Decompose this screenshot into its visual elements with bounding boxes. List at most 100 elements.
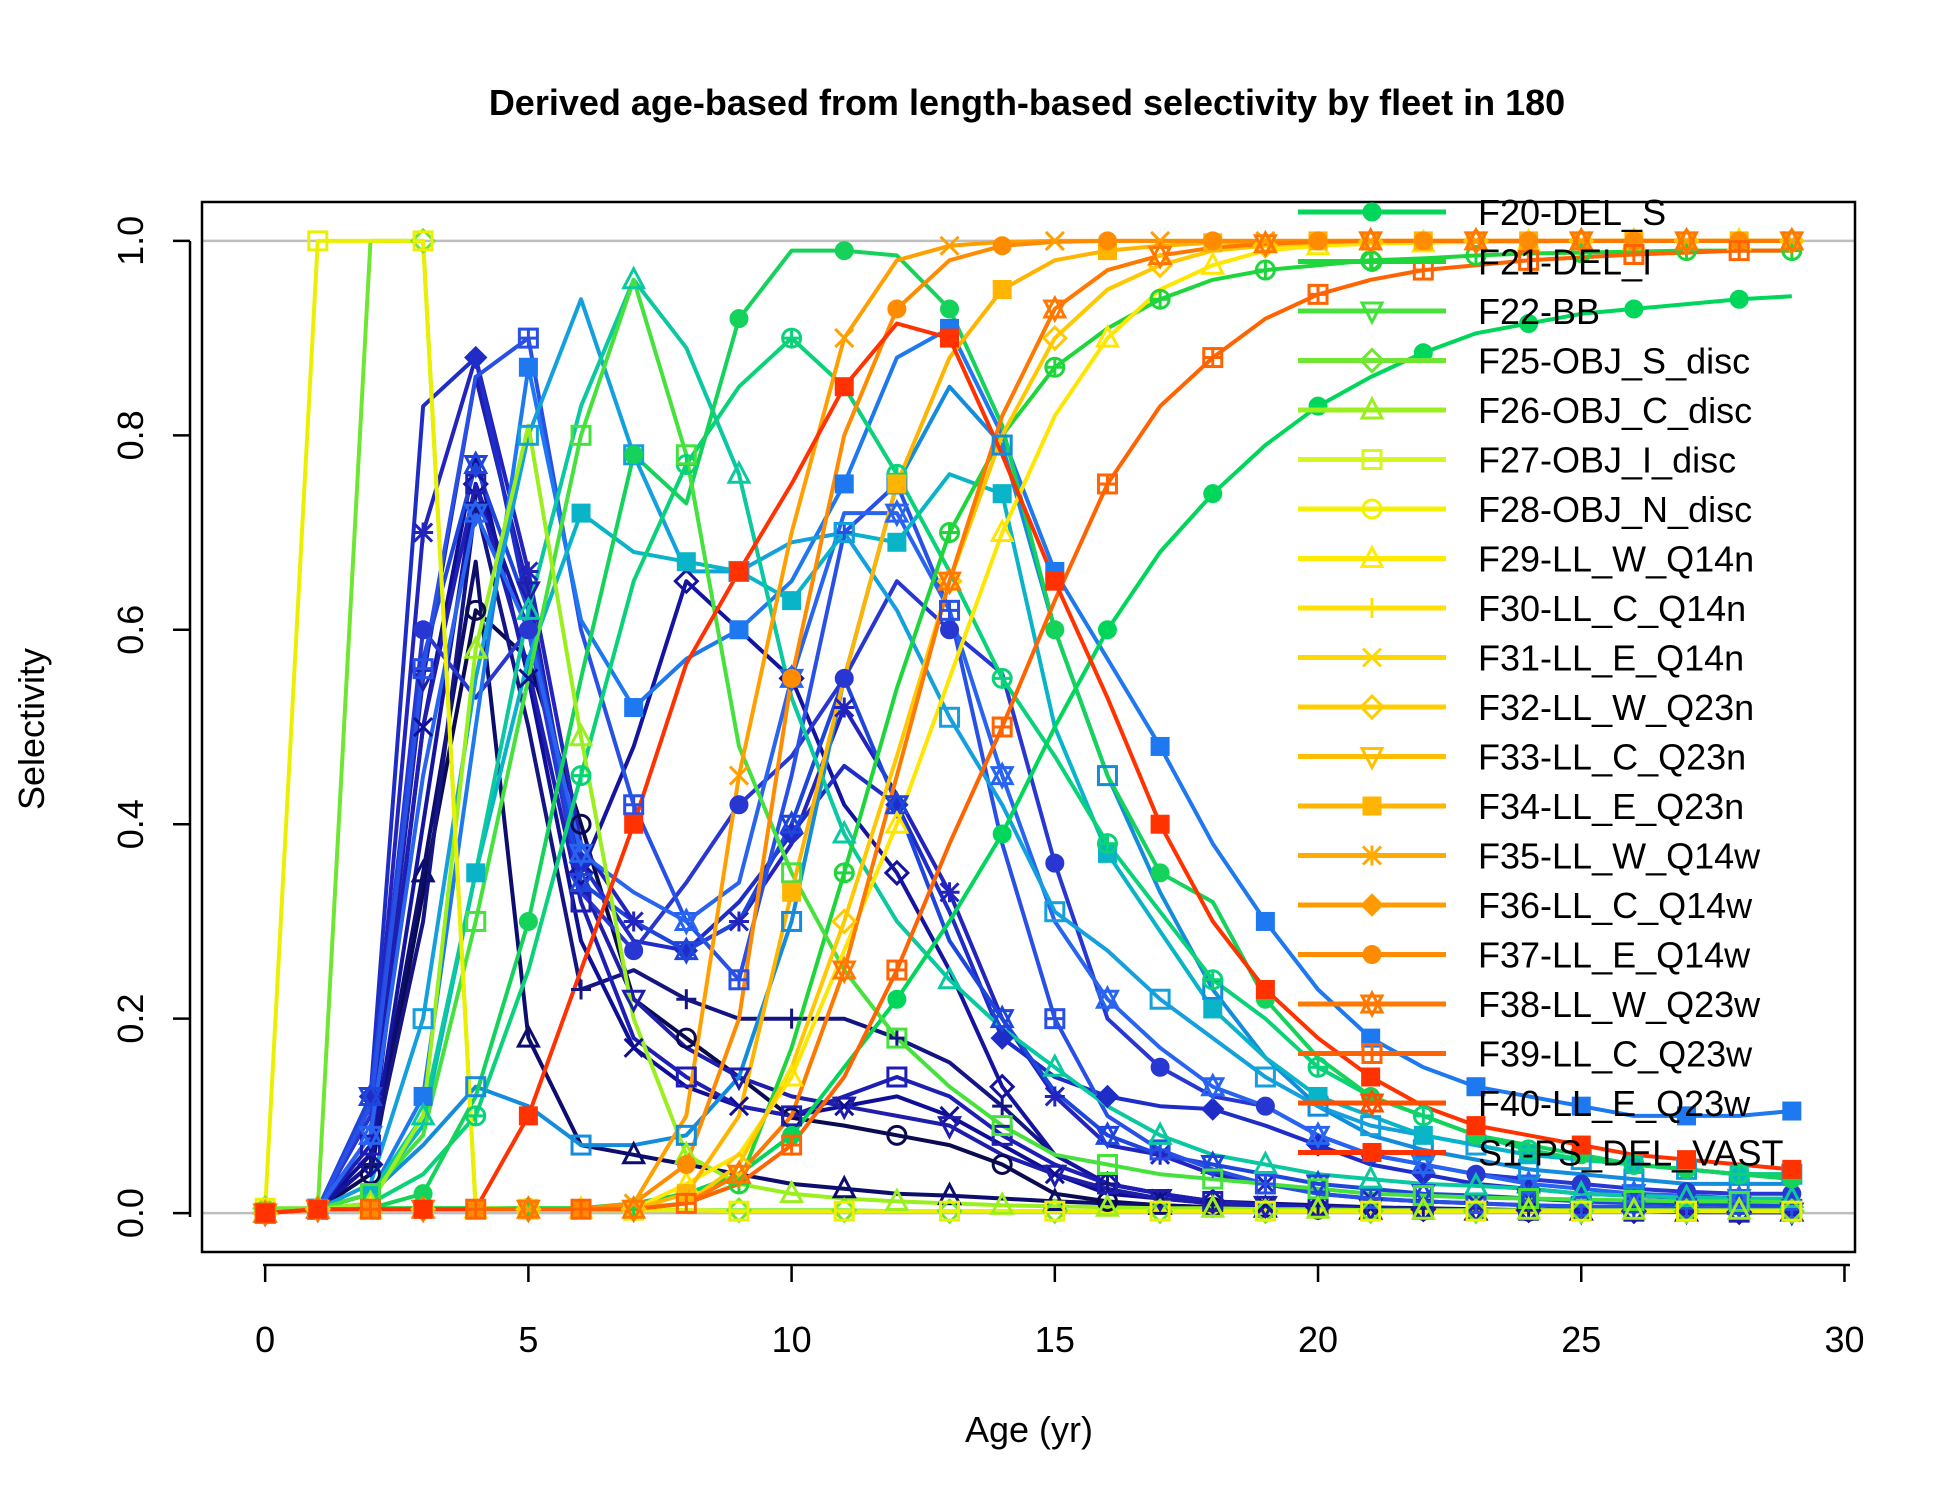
series-20-point bbox=[729, 309, 749, 329]
series-18-point bbox=[515, 596, 541, 620]
series-24-point bbox=[1041, 1198, 1068, 1225]
series-17-point bbox=[992, 484, 1012, 504]
series-33-point bbox=[1096, 473, 1118, 495]
series-26-point bbox=[939, 1200, 961, 1222]
legend-marker bbox=[1361, 647, 1383, 668]
legend-label: F35-LL_W_Q14w bbox=[1478, 836, 1761, 877]
series-33-point bbox=[781, 1134, 803, 1156]
series-25-point bbox=[1621, 1195, 1647, 1220]
series-30-point bbox=[1044, 230, 1065, 251]
series-32-point bbox=[726, 1159, 752, 1189]
series-19-point bbox=[781, 327, 803, 349]
legend-marker bbox=[1362, 1143, 1382, 1162]
series-18-point bbox=[621, 265, 647, 290]
series-6-point bbox=[831, 1096, 857, 1121]
series-32-point bbox=[1463, 226, 1489, 256]
series-11-point bbox=[673, 936, 699, 965]
legend-marker bbox=[1361, 498, 1383, 520]
series-27-point bbox=[989, 518, 1015, 543]
series-10-point bbox=[1255, 1096, 1275, 1116]
legend-label: F34-LL_E_Q23n bbox=[1478, 786, 1744, 827]
legend-label: F37-LL_E_Q14w bbox=[1478, 935, 1751, 976]
series-25-point bbox=[1516, 1195, 1542, 1220]
series-13-point bbox=[463, 498, 489, 528]
series-21-point bbox=[1624, 299, 1644, 319]
series-26-point bbox=[1254, 1200, 1276, 1222]
series-26-point bbox=[1465, 1200, 1487, 1222]
series-33-point bbox=[570, 1198, 592, 1220]
series-11-point bbox=[568, 868, 594, 897]
series-7-point bbox=[359, 1134, 381, 1156]
series-4-point bbox=[728, 1096, 750, 1117]
x-tick-label: 10 bbox=[772, 1319, 812, 1360]
legend-label: F40-LL_E_Q23w bbox=[1478, 1083, 1751, 1124]
series-31-point bbox=[676, 1155, 696, 1174]
series-32-point bbox=[937, 566, 963, 596]
series-19-point bbox=[570, 765, 592, 787]
series-21-point bbox=[1519, 314, 1539, 334]
series-5-point bbox=[462, 470, 489, 498]
series-5-point bbox=[567, 859, 595, 886]
series-14-point bbox=[518, 357, 538, 377]
series-22-point bbox=[1044, 356, 1066, 378]
x-tick-label: 20 bbox=[1298, 1319, 1338, 1360]
legend-marker bbox=[1358, 693, 1386, 721]
series-4-point bbox=[413, 716, 434, 738]
series-8-point bbox=[1044, 1086, 1065, 1107]
series-9-point bbox=[1201, 1097, 1225, 1121]
series-23-point bbox=[1728, 1190, 1750, 1212]
series-21-point bbox=[1729, 289, 1749, 309]
legend-marker bbox=[1362, 598, 1382, 618]
series-12-point bbox=[623, 794, 645, 816]
series-22-point bbox=[1254, 259, 1276, 281]
series-33-point bbox=[465, 1198, 487, 1220]
series-25-point bbox=[884, 1187, 910, 1211]
x-tick-label: 0 bbox=[255, 1319, 275, 1360]
legend-label: F32-LL_W_Q23n bbox=[1478, 687, 1754, 728]
series-23-point bbox=[991, 1115, 1013, 1137]
chart-title: Derived age-based from length-based sele… bbox=[489, 82, 1565, 123]
y-tick-label: 0.6 bbox=[110, 605, 151, 655]
series-32-point bbox=[1147, 241, 1173, 270]
series-16-point bbox=[1149, 988, 1171, 1010]
series-27-point bbox=[1094, 323, 1120, 348]
series-10-point bbox=[1150, 1057, 1170, 1077]
y-tick-label: 1.0 bbox=[110, 216, 151, 266]
series-30-point bbox=[1676, 230, 1697, 251]
series-34-point bbox=[1255, 980, 1275, 999]
series-33-point bbox=[675, 1192, 697, 1214]
series-8-point bbox=[939, 882, 960, 903]
series-23-point bbox=[886, 1027, 908, 1049]
series-25-point bbox=[1200, 1194, 1226, 1218]
series-33-point bbox=[1202, 347, 1224, 369]
series-18-point bbox=[831, 819, 857, 844]
series-6-point bbox=[1042, 1164, 1068, 1189]
series-30-point bbox=[518, 1199, 539, 1220]
series-21-point bbox=[1097, 620, 1117, 640]
series-10-point bbox=[624, 941, 644, 961]
series-18-point bbox=[410, 1101, 436, 1126]
series-34-point bbox=[1677, 1150, 1697, 1170]
series-28-point bbox=[831, 908, 858, 935]
legend-marker bbox=[1359, 1088, 1385, 1118]
legend-marker bbox=[1359, 544, 1385, 568]
legend-marker bbox=[1361, 845, 1383, 866]
series-14-point bbox=[1150, 736, 1170, 756]
series-5-point bbox=[357, 1151, 384, 1178]
series-10-point bbox=[518, 620, 538, 640]
legend-label: F39-LL_C_Q23w bbox=[1478, 1034, 1753, 1075]
series-19-point bbox=[1623, 1154, 1645, 1175]
series-18-point bbox=[1463, 1171, 1489, 1196]
series-7-point bbox=[675, 1066, 697, 1088]
series-19-point bbox=[1096, 833, 1118, 855]
series-21-point bbox=[887, 989, 907, 1009]
series-25-point bbox=[989, 1191, 1015, 1215]
series-3-point bbox=[676, 989, 697, 1010]
series-24-point bbox=[1252, 1198, 1279, 1225]
series-14-point bbox=[729, 620, 749, 640]
series-32-point bbox=[1779, 226, 1805, 256]
series-24-point bbox=[1673, 1198, 1700, 1225]
series-7-point bbox=[886, 1066, 908, 1088]
marker-layer bbox=[252, 226, 1805, 1228]
series-34-point bbox=[729, 561, 749, 581]
